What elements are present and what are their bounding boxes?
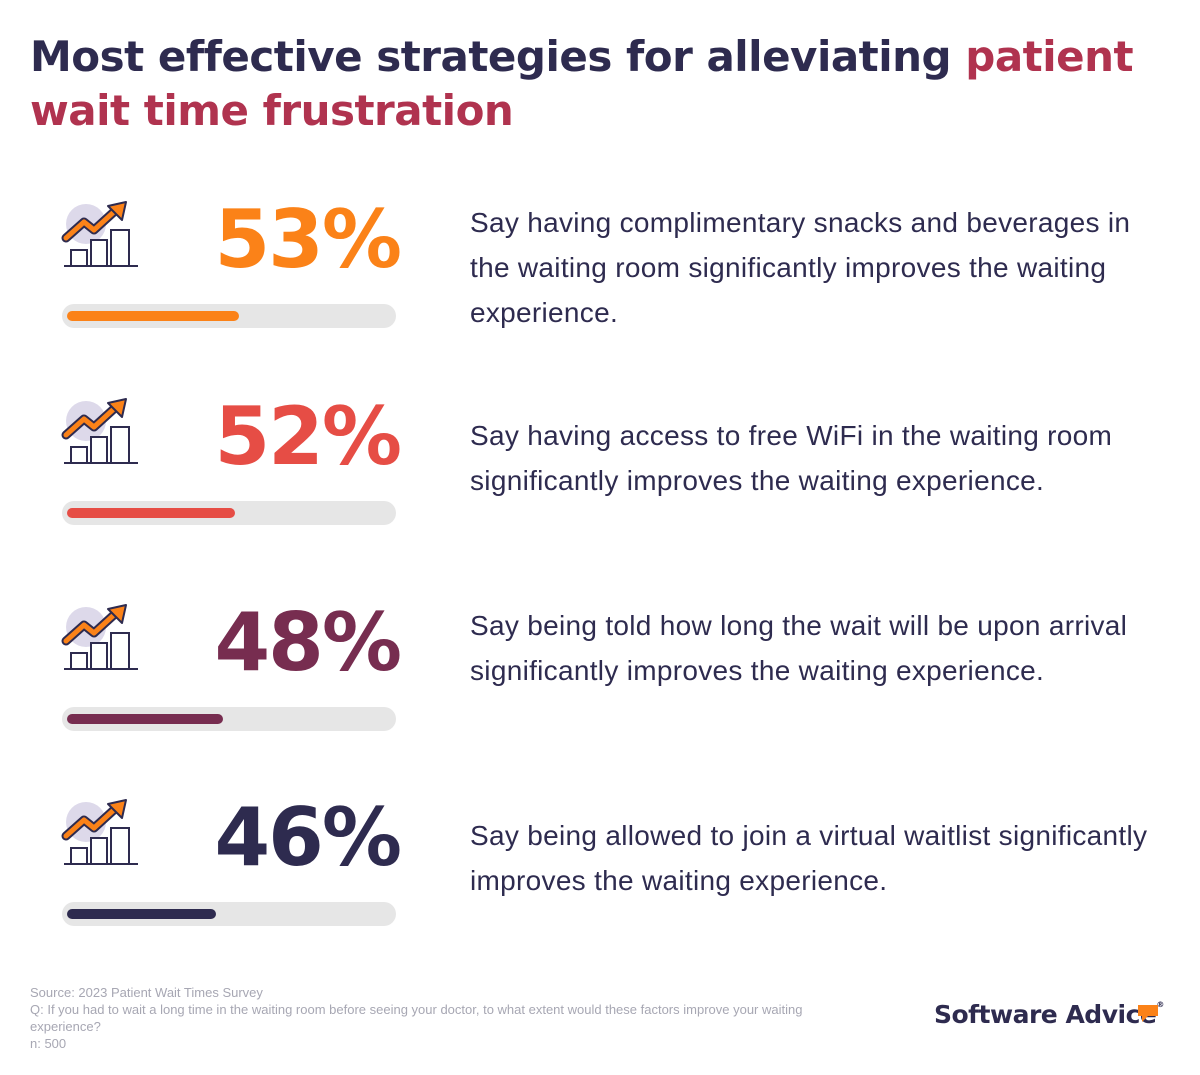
page-title: Most effective strategies for alleviatin… [30, 30, 1170, 138]
progress-track [62, 501, 396, 525]
stat-percent: 46% [214, 791, 402, 884]
stat-description: Say being allowed to join a virtual wait… [470, 820, 1148, 896]
progress-track [62, 707, 396, 731]
title-part-accent: patient wait time frustration [30, 32, 1134, 135]
title-part-dark: Most effective strategies for alleviatin… [30, 32, 966, 81]
logo-text: Software Advice [934, 1000, 1157, 1029]
progress-fill [67, 508, 236, 518]
speech-bubble-icon [1138, 1005, 1158, 1022]
growth-chart-icon [60, 798, 140, 870]
stat-percent: 53% [214, 193, 402, 286]
stat-description: Say being told how long the wait will be… [470, 610, 1128, 686]
question-note: Q: If you had to wait a long time in the… [30, 1002, 803, 1034]
logo-registered-mark: ® [1156, 1000, 1164, 1009]
stat-row: 52% Say having access to free WiFi in th… [0, 397, 1200, 557]
software-advice-logo: Software Advice® [934, 1000, 1174, 1040]
stat-description: Say having access to free WiFi in the wa… [470, 420, 1113, 496]
progress-track [62, 304, 396, 328]
stat-row: 46% Say being allowed to join a virtual … [0, 798, 1200, 958]
growth-chart-icon [60, 603, 140, 675]
stat-row: 53% Say having complimentary snacks and … [0, 200, 1200, 360]
progress-fill [67, 311, 239, 321]
stat-percent: 48% [214, 596, 402, 689]
source-note: Source: 2023 Patient Wait Times Survey [30, 985, 263, 1000]
stat-description: Say having complimentary snacks and beve… [470, 207, 1131, 328]
growth-chart-icon [60, 397, 140, 469]
sample-size-note: n: 500 [30, 1036, 67, 1051]
progress-fill [67, 714, 223, 724]
progress-fill [67, 909, 217, 919]
stat-percent: 52% [214, 390, 402, 483]
progress-track [62, 902, 396, 926]
growth-chart-icon [60, 200, 140, 272]
stat-row: 48% Say being told how long the wait wil… [0, 603, 1200, 763]
footer-notes: Source: 2023 Patient Wait Times Survey Q… [30, 984, 860, 1052]
